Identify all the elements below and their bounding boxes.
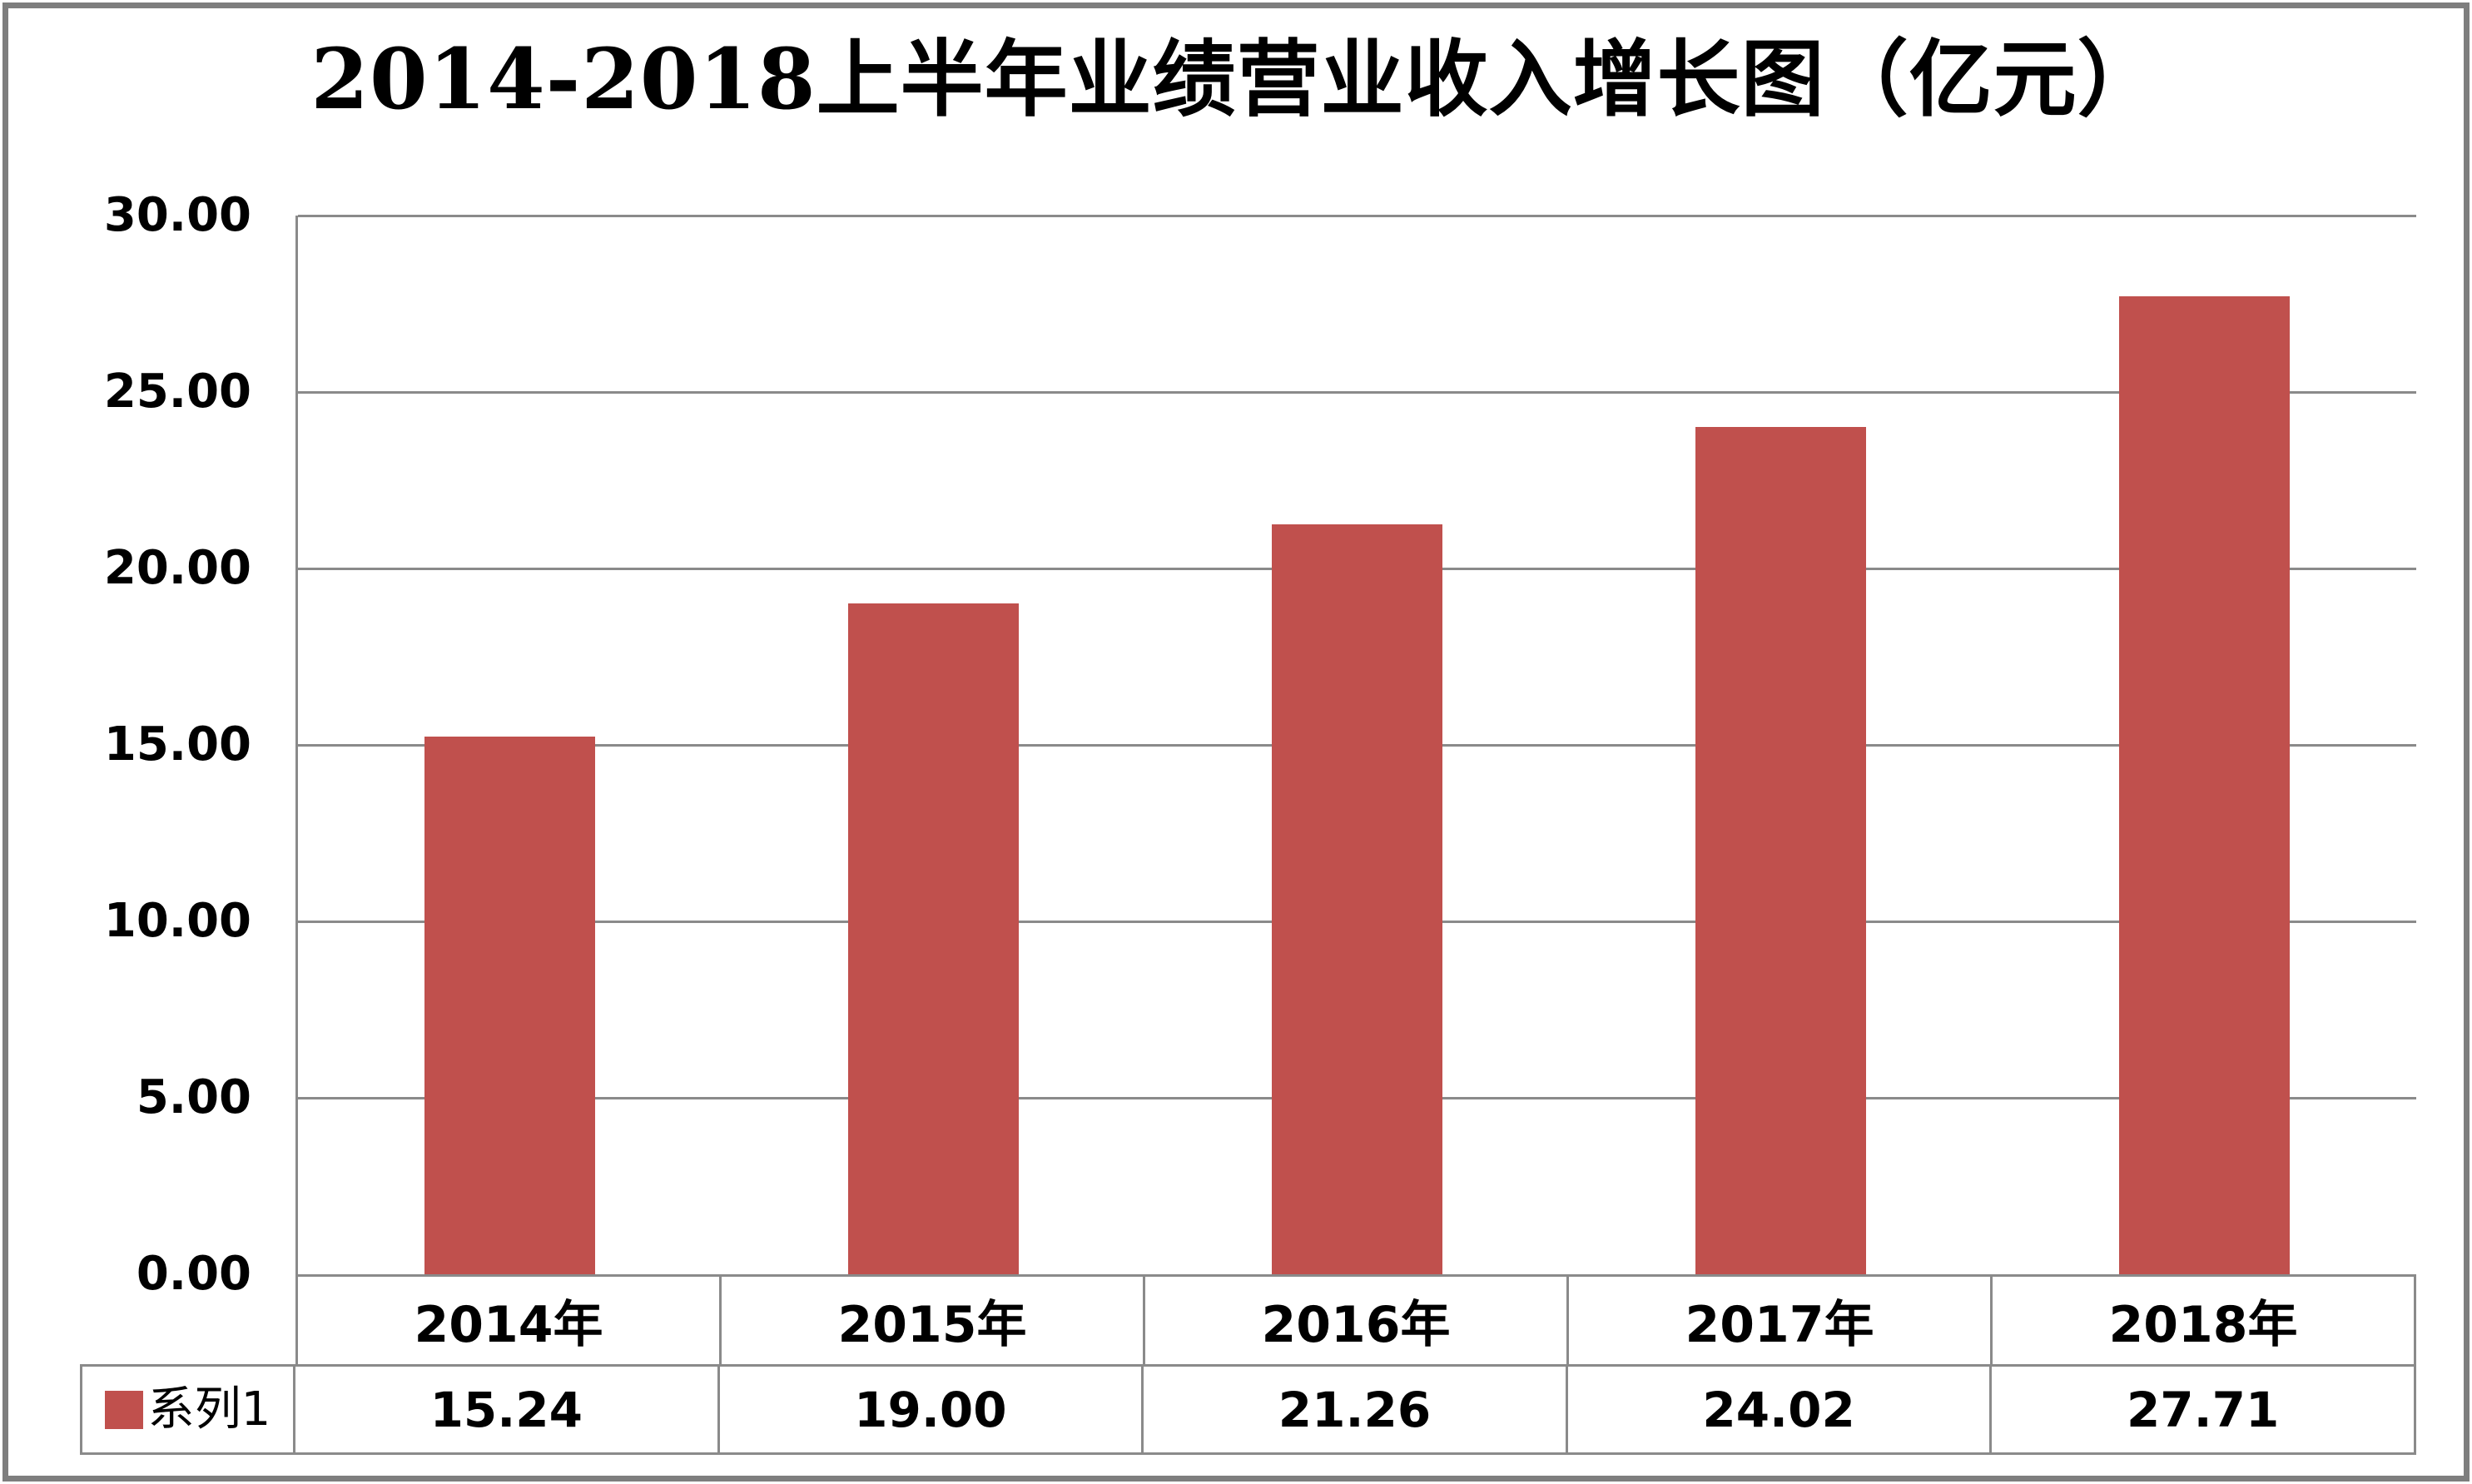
chart-title: 2014-2018上半年业绩营业收入增长图（亿元） [310,30,2162,128]
y-axis-tick-label: 0.00 [136,1247,251,1301]
legend-cell: 系列1 [82,1367,295,1452]
y-axis-tick-label: 15.00 [103,717,251,772]
y-axis-tick-label: 25.00 [103,365,251,419]
category-label: 2018年 [1990,1277,2414,1364]
category-label: 2016年 [1143,1277,1566,1364]
category-label: 2014年 [414,1296,603,1354]
category-label: 2015年 [719,1277,1143,1364]
legend-series-label: 系列1 [147,1382,271,1437]
bar-2016年 [1272,524,1442,1274]
x-axis-category-row: 2014年 2015年 2016年 2017年 2018年 [295,1274,2416,1367]
data-table-row: 系列1 15.24 19.00 21.26 24.02 27.71 [80,1364,2416,1455]
series-value-cell: 15.24 [429,1381,583,1438]
bar-2015年 [848,603,1019,1274]
series-value-cell: 21.26 [1141,1367,1566,1452]
category-label: 2017年 [1566,1277,1990,1364]
bar-2014年 [424,736,595,1274]
legend-color-swatch-icon [104,1390,143,1429]
y-axis-tick-label: 10.00 [103,894,251,948]
y-axis: 30.00 25.00 20.00 15.00 10.00 5.00 0.00 [0,192,251,1298]
series-value-cell: 24.02 [1565,1367,1990,1452]
y-gridline [298,215,2416,217]
y-gridline [298,390,2416,394]
series-value-cell: 19.00 [717,1367,1142,1452]
bar-2017年 [1695,426,1866,1274]
plot-area [295,215,2416,1274]
y-axis-tick-label: 20.00 [103,541,251,595]
bar-2018年 [2119,296,2290,1274]
y-axis-tick-label: 30.00 [103,188,251,242]
series-value-cell: 27.71 [1989,1367,2414,1452]
y-axis-tick-label: 5.00 [136,1070,251,1124]
